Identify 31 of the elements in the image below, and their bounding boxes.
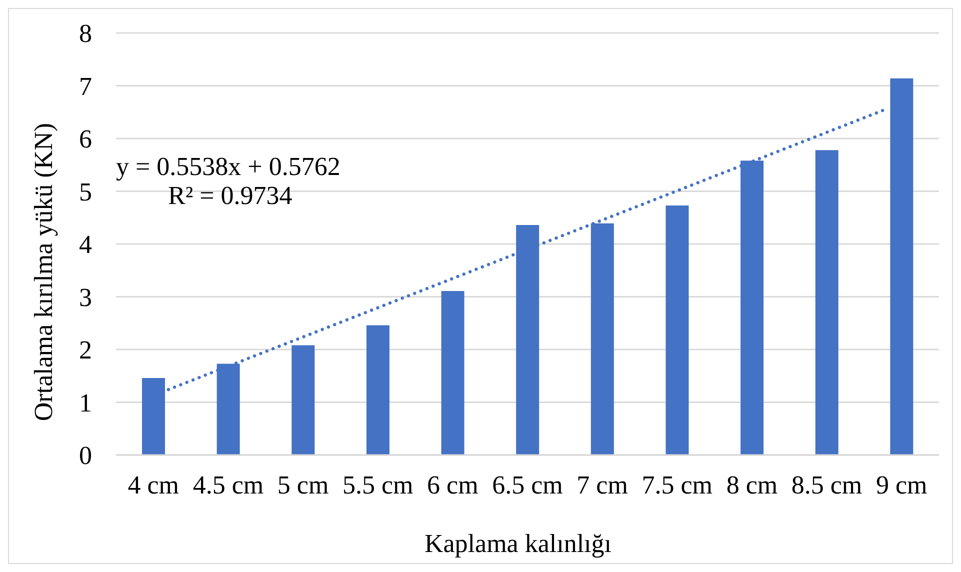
x-tick-label: 8.5 cm (791, 470, 862, 500)
y-tick-label: 8 (79, 19, 92, 48)
bar (142, 378, 165, 455)
y-tick-label: 0 (79, 441, 92, 470)
x-tick-label: 6 cm (427, 470, 478, 500)
bar (666, 205, 689, 455)
x-tick-label: 8 cm (726, 470, 778, 500)
x-tick-label: 6.5 cm (492, 470, 563, 500)
x-tick-label: 4 cm (128, 470, 180, 500)
x-tick-label: 9 cm (876, 470, 928, 500)
bar (441, 290, 464, 455)
y-tick-label: 7 (79, 72, 92, 101)
y-tick-label: 4 (79, 230, 92, 260)
y-tick-label: 6 (79, 124, 92, 154)
bar (366, 325, 390, 455)
x-tick-label: 4.5 cm (192, 470, 264, 500)
annotation: R² = 0.9734 (168, 181, 292, 210)
x-tick-label: 7 cm (576, 470, 628, 500)
y-tick-label: 1 (79, 388, 92, 418)
y-tick-label: 5 (79, 177, 92, 206)
x-tick-label: 7.5 cm (642, 470, 713, 500)
bar (292, 345, 315, 455)
x-axis-title: Kaplama kalınlığı (424, 529, 612, 558)
y-tick-label: 2 (79, 336, 92, 365)
y-axis-title: Ortalama kırılma yükü (KN) (29, 122, 58, 422)
x-tick-label: 5 cm (277, 470, 329, 500)
annotation: y = 0.5538x + 0.5762 (116, 152, 340, 181)
bar (890, 78, 914, 455)
y-tick-label: 3 (79, 282, 92, 312)
bar (815, 150, 838, 455)
x-tick-label: 5.5 cm (342, 470, 414, 500)
